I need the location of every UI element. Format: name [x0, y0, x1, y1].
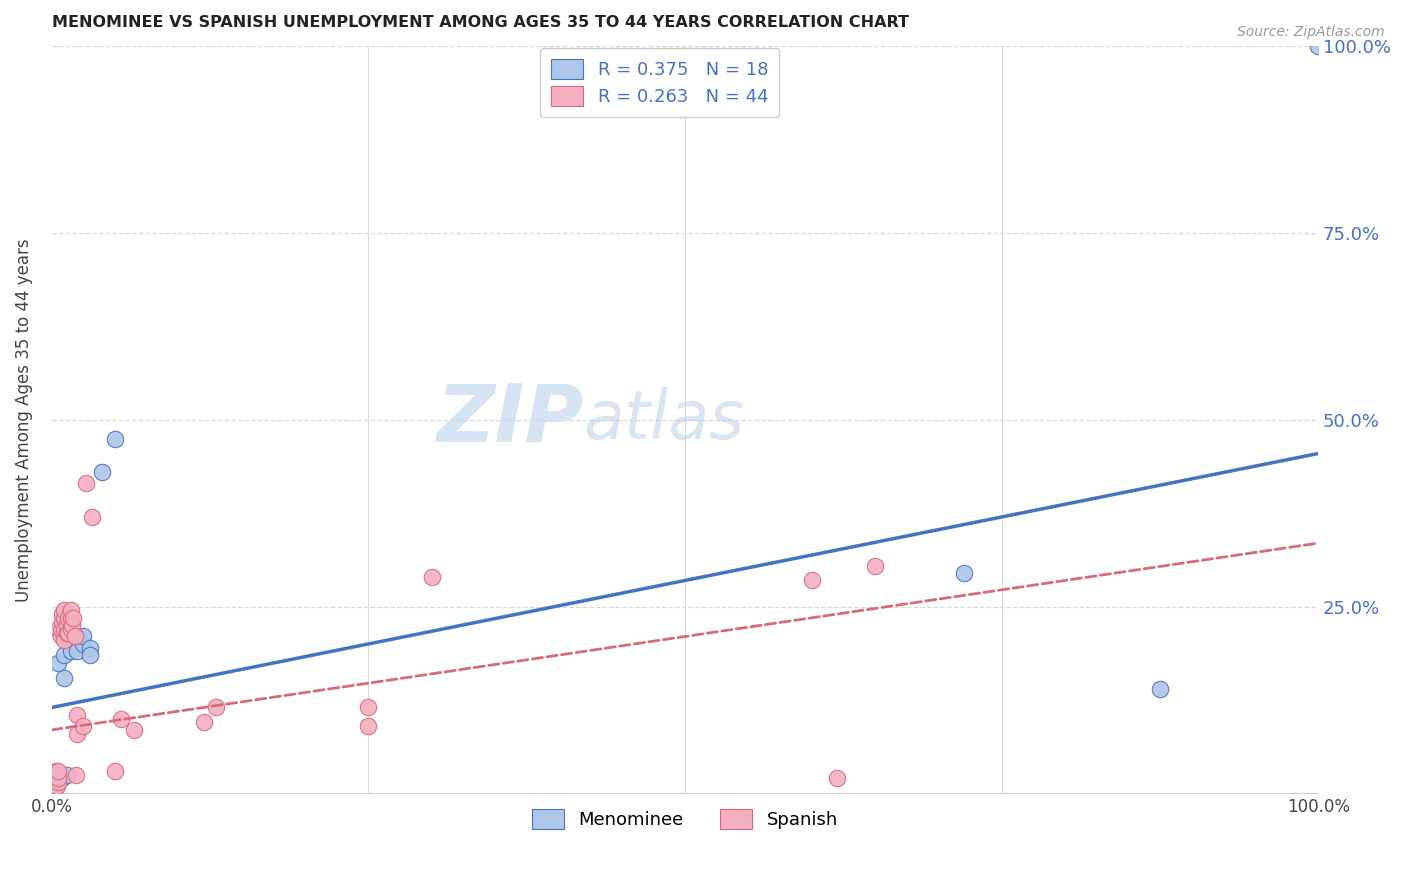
Point [66, 630, 89, 644]
Point [59, 611, 82, 625]
Point [1149, 681, 1171, 696]
Text: atlas: atlas [583, 387, 745, 453]
Point [46, 775, 69, 789]
Point [75, 476, 97, 491]
Point [357, 719, 380, 733]
Point [72, 719, 94, 733]
Point [59, 603, 82, 617]
Point [66, 726, 89, 740]
Point [46, 772, 69, 786]
Point [53, 611, 76, 625]
Point [66, 644, 89, 658]
Point [56, 625, 79, 640]
Point [800, 574, 823, 588]
Point [110, 712, 132, 726]
Point [63, 630, 86, 644]
Text: ZIP: ZIP [436, 381, 583, 458]
Point [122, 723, 145, 737]
Point [49, 630, 72, 644]
Point [420, 570, 443, 584]
Point [60, 618, 83, 632]
Point [46, 656, 69, 670]
Text: MENOMINEE VS SPANISH UNEMPLOYMENT AMONG AGES 35 TO 44 YEARS CORRELATION CHART: MENOMINEE VS SPANISH UNEMPLOYMENT AMONG … [52, 15, 908, 30]
Point [45, 772, 67, 786]
Point [58, 625, 80, 640]
Point [51, 607, 73, 621]
Point [56, 767, 79, 781]
Point [91, 465, 114, 479]
Point [205, 700, 228, 714]
Point [59, 622, 82, 636]
Point [863, 558, 886, 573]
Point [72, 630, 94, 644]
Point [53, 633, 76, 648]
Text: Source: ZipAtlas.com: Source: ZipAtlas.com [1237, 25, 1385, 39]
Point [53, 671, 76, 685]
Point [82, 510, 104, 524]
Y-axis label: Unemployment Among Ages 35 to 44 years: Unemployment Among Ages 35 to 44 years [15, 238, 32, 602]
Point [45, 779, 67, 793]
Point [825, 772, 848, 786]
Point [66, 707, 89, 722]
Point [46, 772, 69, 786]
Point [45, 772, 67, 786]
Point [53, 622, 76, 636]
Legend: Menominee, Spanish: Menominee, Spanish [524, 802, 845, 837]
Point [49, 622, 72, 636]
Point [1308, 39, 1330, 54]
Point [58, 611, 80, 625]
Point [56, 618, 79, 632]
Point [65, 767, 87, 781]
Point [193, 715, 215, 730]
Point [53, 603, 76, 617]
Point [72, 637, 94, 651]
Point [357, 700, 380, 714]
Point [79, 640, 101, 655]
Point [59, 644, 82, 658]
Point [62, 611, 84, 625]
Point [104, 764, 127, 778]
Point [46, 622, 69, 636]
Point [53, 648, 76, 662]
Point [104, 432, 127, 446]
Point [51, 615, 73, 629]
Point [79, 648, 101, 662]
Point [45, 764, 67, 778]
Point [46, 764, 69, 778]
Point [45, 779, 67, 793]
Point [51, 772, 73, 786]
Point [952, 566, 974, 580]
